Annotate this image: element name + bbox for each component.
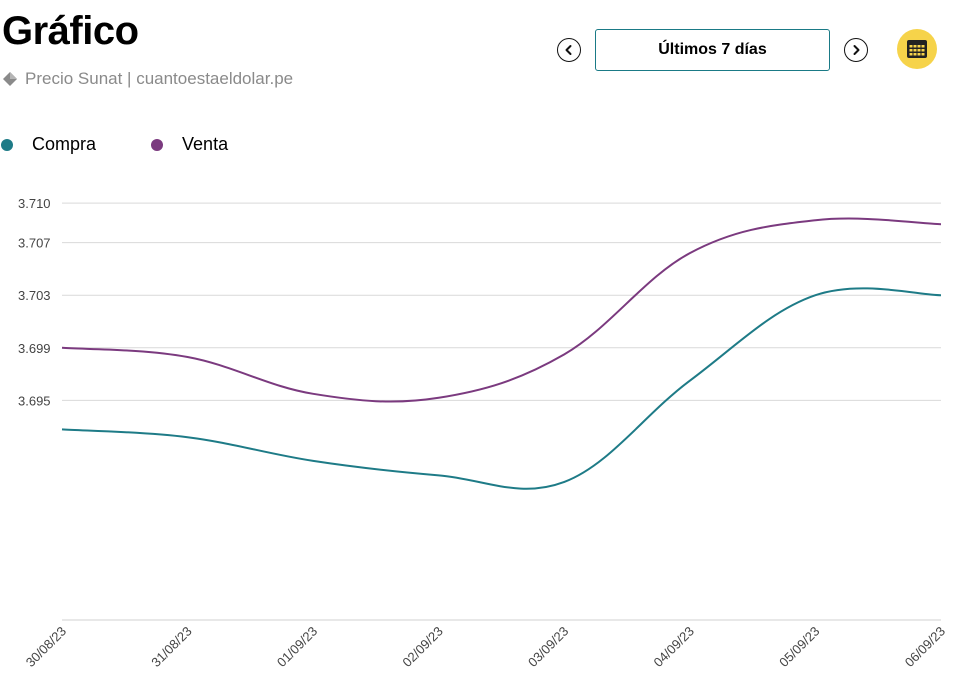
y-tick-label: 3.707 (18, 236, 51, 251)
x-tick-label: 04/09/23 (651, 624, 697, 670)
legend-label-venta: Venta (182, 134, 229, 154)
series-line-compra (61, 287, 942, 490)
y-tick-label: 3.695 (18, 393, 51, 408)
calendar-icon (907, 40, 927, 58)
x-tick-label: 02/09/23 (399, 624, 445, 670)
x-tick-label: 31/08/23 (148, 624, 194, 670)
legend-item-compra[interactable]: Compra (1, 134, 96, 155)
legend-dot-venta (151, 138, 164, 151)
date-navigator: Últimos 7 días (557, 29, 868, 71)
legend-dot-compra (1, 138, 13, 151)
chevron-right-icon (853, 45, 860, 55)
x-tick-label: 06/09/23 (902, 624, 948, 670)
x-tick-label: 05/09/23 (776, 624, 822, 670)
chart-legend: Compra Venta (1, 134, 283, 155)
range-selector-button[interactable]: Últimos 7 días (595, 29, 830, 71)
calendar-button[interactable] (897, 29, 937, 69)
x-tick-label: 30/08/23 (23, 624, 69, 670)
diamond-icon (2, 71, 18, 87)
y-tick-label: 3.699 (18, 341, 51, 356)
x-tick-label: 03/09/23 (525, 624, 571, 670)
series-line-venta (61, 217, 942, 403)
subtitle-text: Precio Sunat | cuantoestaeldolar.pe (25, 69, 294, 88)
x-tick-label: 01/09/23 (274, 624, 320, 670)
y-tick-label: 3.703 (18, 288, 51, 303)
source-subtitle: Precio Sunat | cuantoestaeldolar.pe (2, 69, 293, 89)
prev-button[interactable] (557, 38, 581, 62)
legend-item-venta[interactable]: Venta (151, 134, 228, 155)
page-title: Gráfico (2, 9, 139, 53)
next-button[interactable] (844, 38, 868, 62)
y-tick-label: 3.710 (18, 196, 51, 211)
chevron-left-icon (565, 45, 572, 55)
legend-label-compra: Compra (32, 134, 97, 154)
